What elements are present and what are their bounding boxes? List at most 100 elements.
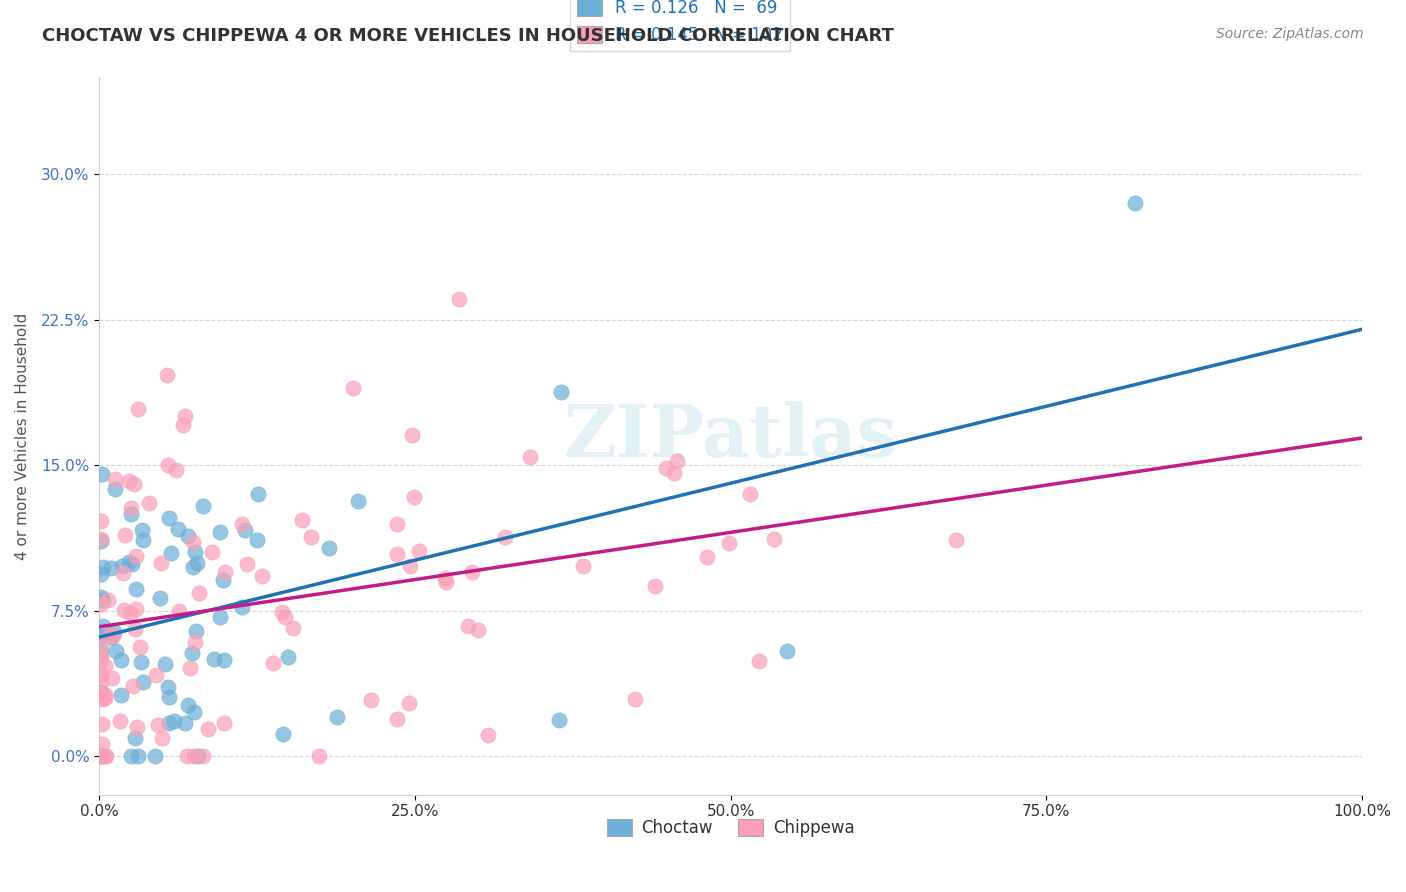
Point [96, 748, 118, 763]
Point [90, 652, 112, 666]
Point [156, 458, 179, 473]
Point [183, 635, 205, 649]
Point [103, 629, 125, 643]
Point [90, 685, 112, 699]
Point [127, 748, 149, 763]
Point [519, 450, 541, 464]
Point [342, 381, 364, 395]
Y-axis label: 4 or more Vehicles in Household: 4 or more Vehicles in Household [15, 312, 30, 559]
Point [125, 582, 148, 597]
Point [121, 679, 143, 693]
Point [179, 661, 201, 675]
Point [398, 697, 420, 711]
Point [145, 668, 167, 682]
Point [299, 530, 322, 544]
Point [90, 514, 112, 528]
Point [183, 748, 205, 763]
Point [277, 650, 299, 665]
Point [211, 573, 233, 587]
Point [150, 731, 173, 745]
Point [347, 494, 370, 508]
Point [399, 559, 422, 574]
Point [129, 640, 152, 655]
Point [156, 680, 179, 694]
Point [146, 717, 169, 731]
Point [191, 499, 214, 513]
Point [385, 517, 408, 532]
Point [127, 401, 149, 416]
Point [90, 748, 112, 763]
Point [90, 748, 112, 763]
Point [90, 532, 112, 546]
Point [103, 624, 125, 639]
Point [138, 496, 160, 510]
Point [461, 565, 484, 579]
Point [93, 593, 115, 607]
Point [433, 571, 456, 585]
Point [108, 714, 131, 728]
Point [157, 716, 180, 731]
Point [118, 606, 141, 620]
Point [291, 512, 314, 526]
Point [738, 487, 761, 501]
Point [90, 639, 112, 653]
Point [449, 292, 471, 306]
Point [494, 530, 516, 544]
Point [624, 691, 647, 706]
Point [177, 529, 200, 543]
Point [250, 568, 273, 582]
Point [214, 565, 236, 579]
Point [748, 654, 770, 668]
Point [172, 417, 194, 432]
Point [550, 385, 572, 400]
Point [308, 748, 330, 763]
Point [283, 621, 305, 635]
Point [118, 555, 141, 569]
Point [90, 629, 112, 643]
Point [181, 560, 204, 574]
Point [762, 532, 785, 546]
Point [165, 463, 187, 477]
Point [271, 605, 294, 619]
Point [145, 748, 167, 763]
Point [104, 482, 127, 496]
Point [197, 723, 219, 737]
Point [246, 533, 269, 547]
Point [124, 622, 146, 636]
Point [572, 558, 595, 573]
Point [434, 575, 457, 590]
Point [274, 610, 297, 624]
Point [93, 692, 115, 706]
Point [127, 720, 149, 734]
Point [90, 467, 112, 482]
Point [110, 688, 132, 702]
Point [101, 671, 124, 685]
Point [404, 490, 426, 504]
Point [318, 541, 340, 556]
Point [110, 653, 132, 667]
Point [177, 698, 200, 712]
Point [120, 748, 142, 763]
Point [467, 624, 489, 638]
Point [547, 714, 569, 728]
Point [112, 566, 135, 581]
Point [325, 710, 347, 724]
Point [236, 558, 259, 572]
Point [166, 522, 188, 536]
Point [183, 545, 205, 559]
Legend: Choctaw, Chippewa: Choctaw, Chippewa [600, 813, 862, 844]
Point [124, 731, 146, 745]
Point [131, 524, 153, 538]
Text: ZIPatlas: ZIPatlas [564, 401, 897, 472]
Point [247, 486, 270, 500]
Point [163, 714, 186, 729]
Point [90, 686, 112, 700]
Point [105, 644, 128, 658]
Point [90, 644, 112, 658]
Point [202, 651, 225, 665]
Point [655, 460, 678, 475]
Point [1123, 196, 1146, 211]
Point [187, 748, 209, 763]
Point [408, 544, 430, 558]
Point [401, 428, 423, 442]
